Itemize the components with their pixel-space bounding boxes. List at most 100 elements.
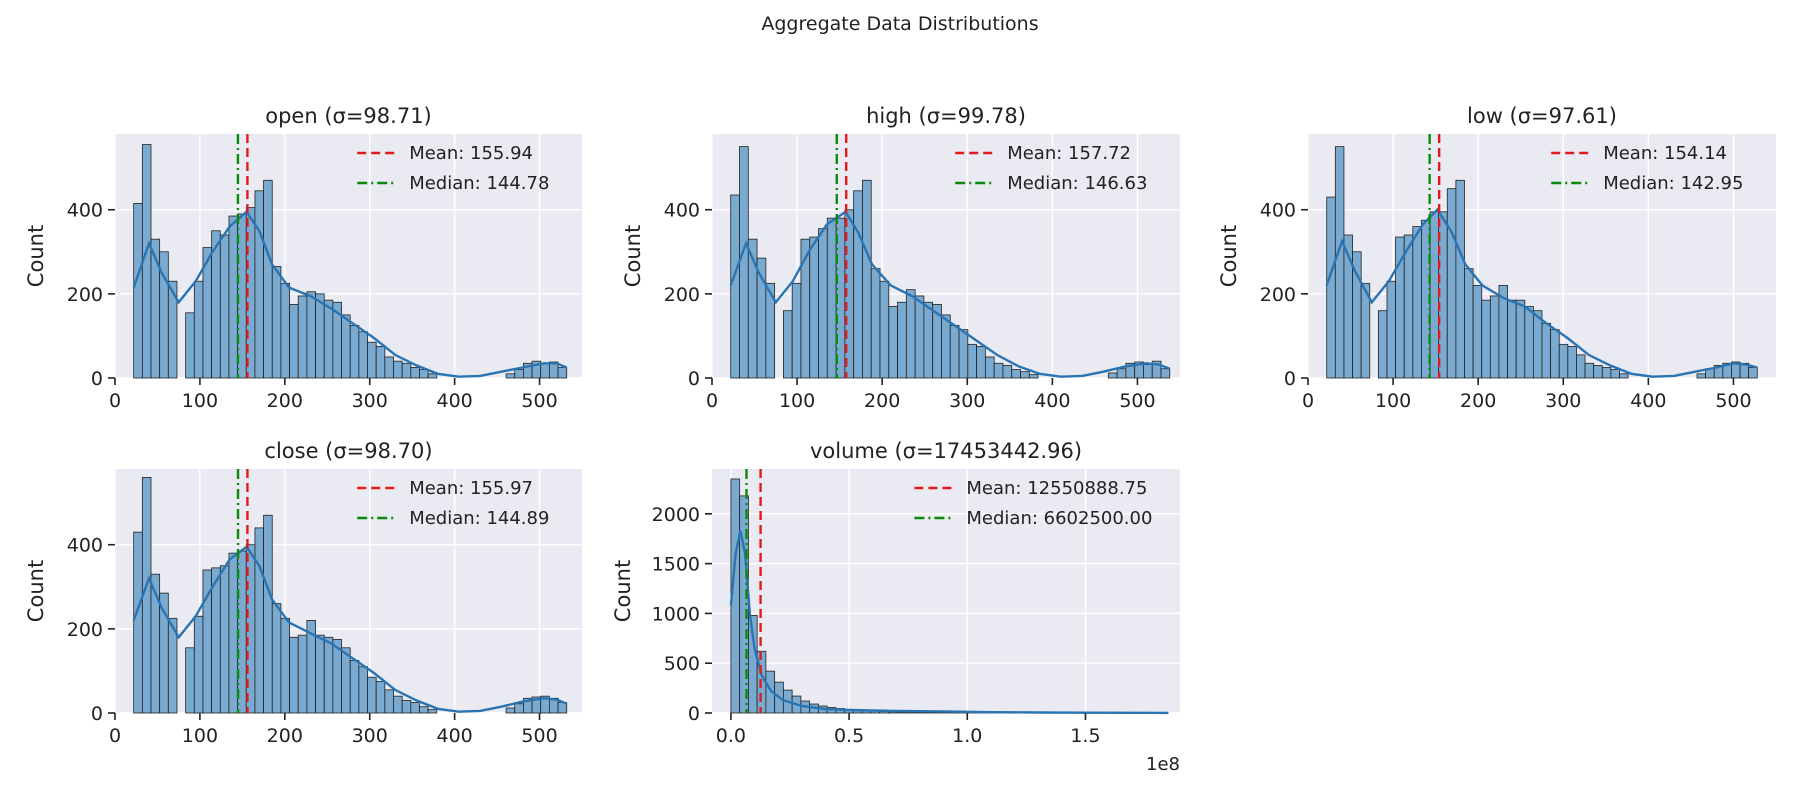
histogram-bar [1116, 368, 1127, 379]
histogram-bar [289, 303, 299, 379]
x-tick-label: 100 [182, 725, 218, 747]
histogram-bar [297, 295, 308, 379]
x-tick-label: 300 [352, 725, 388, 747]
legend: Mean: 12550888.75 Median: 6602500.00 [914, 478, 1152, 529]
legend-mean-label: Mean: 12550888.75 [966, 478, 1147, 499]
x-tick-label: 0 [1302, 390, 1314, 412]
histogram-bar [193, 615, 204, 714]
histogram-bar [228, 215, 239, 379]
legend-mean-label: Mean: 155.97 [409, 478, 533, 499]
x-tick-label: 300 [949, 390, 985, 412]
x-tick-label: 0.0 [716, 725, 746, 747]
histogram-bar [765, 282, 776, 379]
y-tick-label: 200 [67, 284, 103, 306]
histogram-bar [306, 291, 316, 379]
histogram-bar [297, 634, 308, 714]
histogram-bar [1386, 280, 1397, 379]
x-tick-label: 200 [267, 725, 303, 747]
legend-mean-label: Mean: 155.94 [409, 143, 533, 164]
histogram-bar [393, 695, 403, 714]
histogram-bar [1515, 299, 1526, 379]
histogram-bar [984, 356, 995, 379]
y-tick-label: 500 [664, 653, 700, 675]
x-tick-label: 0 [109, 725, 121, 747]
histogram-bar [1455, 179, 1465, 379]
histogram-bar [730, 194, 740, 379]
histogram-bar [1567, 346, 1577, 379]
y-tick-label: 0 [91, 368, 103, 390]
histogram-bar [958, 329, 969, 379]
histogram-bar [271, 603, 282, 714]
histogram-bar [923, 301, 934, 379]
histogram-bar [1619, 373, 1629, 379]
y-tick-label: 0 [688, 368, 700, 390]
y-tick-label: 400 [1260, 200, 1296, 222]
histogram-bar [375, 681, 386, 714]
histogram-bar [1143, 364, 1153, 379]
x-tick-label: 400 [437, 390, 473, 412]
histogram-bar [1481, 299, 1491, 379]
histogram-bar [341, 314, 351, 379]
histogram-bar [809, 236, 819, 379]
x-tick-label: 100 [182, 390, 218, 412]
histogram-bar [341, 647, 351, 714]
histogram-bar [133, 531, 143, 714]
kde-curve [1325, 207, 1758, 378]
histogram-bar [167, 617, 178, 714]
x-tick-label: 500 [1119, 390, 1155, 412]
kde-curve [729, 210, 1171, 378]
histogram-bar [280, 617, 290, 714]
histogram-bar [358, 666, 368, 714]
histogram-bar [1532, 310, 1543, 379]
histogram-bar [1446, 188, 1457, 379]
y-tick-label: 0 [91, 703, 103, 725]
x-tick-label: 0 [109, 390, 121, 412]
x-tick-label: 100 [1375, 390, 1411, 412]
x-tick-label: 400 [1630, 390, 1666, 412]
y-tick-label: 2000 [652, 504, 700, 526]
histogram-bar [393, 360, 403, 379]
legend-median-label: Median: 6602500.00 [966, 508, 1152, 529]
plot-area [712, 469, 1180, 713]
histogram-bar [419, 706, 429, 714]
histogram-bar [384, 356, 394, 379]
histogram-bar [557, 367, 568, 379]
histogram-bar [315, 293, 325, 379]
histogram-bar [826, 217, 837, 379]
x-tick-label: 200 [1460, 390, 1496, 412]
histogram-bar [1377, 310, 1388, 379]
histogram-bar [1360, 282, 1371, 379]
histogram-bar [514, 369, 524, 379]
histogram-bar [1020, 371, 1030, 379]
figure-title: Aggregate Data Distributions [761, 13, 1038, 35]
histogram-bar [185, 312, 195, 379]
x-tick-label: 0.5 [834, 725, 864, 747]
histogram-bar [1107, 372, 1118, 379]
histogram-bar [1011, 369, 1021, 379]
histogram-bar [514, 703, 524, 714]
histogram-bar [1160, 368, 1171, 379]
histogram-bar [384, 689, 394, 714]
x-tick-label: 300 [352, 390, 388, 412]
subplot-2: 0 100 200 300 400 500 0 200 400 Count low (σ=97.61… [1217, 104, 1776, 412]
x-tick-label: 200 [864, 390, 900, 412]
kde-curve [729, 530, 1169, 715]
histogram-bar [1028, 374, 1039, 379]
histogram-bar [133, 203, 143, 379]
histogram-bar [1002, 364, 1013, 379]
histogram-bar [219, 565, 230, 714]
histogram-bar [1403, 234, 1414, 379]
histogram-bar [419, 369, 429, 379]
histogram-bar [427, 709, 438, 714]
histogram-bar [1524, 306, 1534, 379]
x-tick-label: 100 [779, 390, 815, 412]
histogram-bar [349, 660, 360, 714]
histogram-bar [739, 146, 749, 379]
y-tick-label: 200 [67, 619, 103, 641]
histogram-bar [401, 362, 412, 379]
histogram-bar [401, 699, 412, 714]
histogram-bar [1541, 322, 1552, 379]
y-axis-label: Count [24, 560, 48, 622]
y-tick-label: 400 [67, 535, 103, 557]
histogram-bar [870, 268, 881, 379]
